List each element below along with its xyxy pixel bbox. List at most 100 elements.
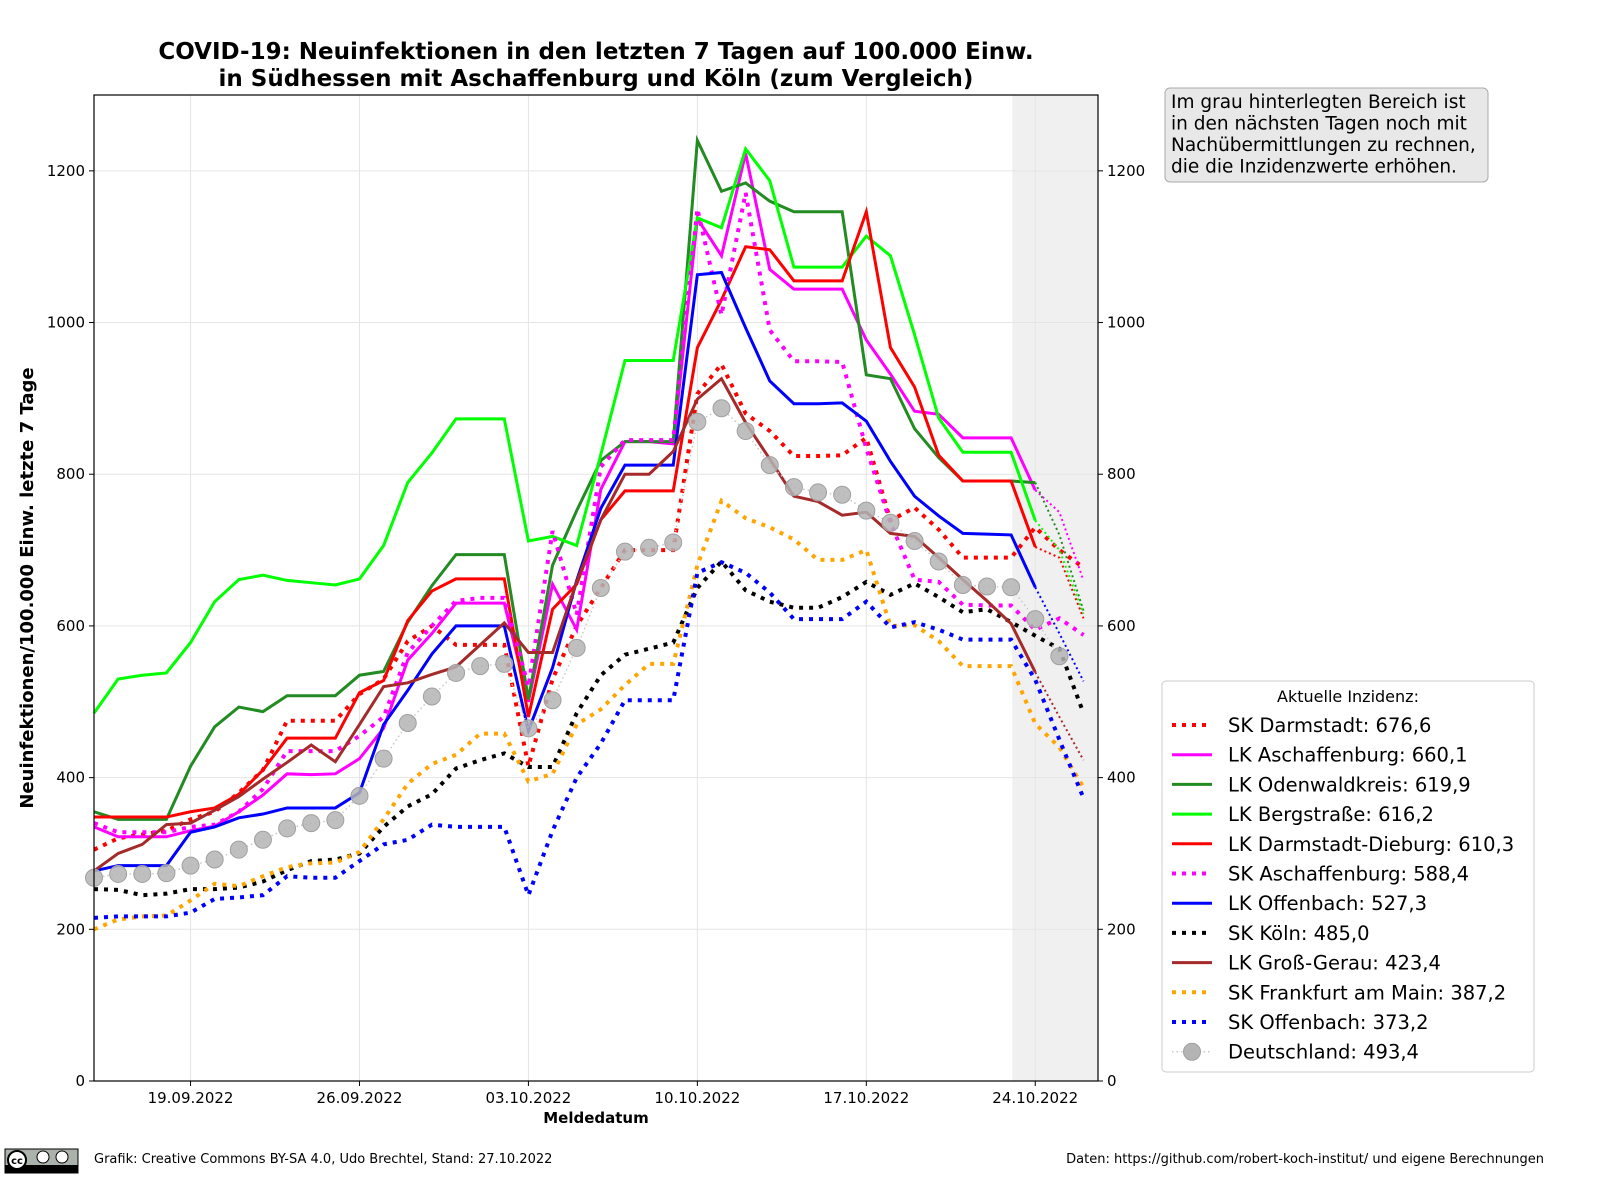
annotation-line: Im grau hinterlegten Bereich ist [1171, 92, 1466, 113]
y-tick-label-left: 1000 [47, 314, 85, 332]
legend-label: SK Darmstadt: 676,6 [1228, 714, 1431, 737]
data-point-deutschland [929, 552, 948, 571]
data-point-deutschland [422, 687, 441, 706]
legend-item: LK Aschaffenburg: 660,1 [1172, 744, 1468, 767]
y-tick-label-left: 600 [56, 617, 85, 635]
data-point-deutschland [833, 485, 852, 504]
legend-label: LK Darmstadt-Dieburg: 610,3 [1228, 833, 1514, 856]
annotation-box: Im grau hinterlegten Bereich ist in den n… [1164, 87, 1489, 183]
data-point-deutschland [567, 638, 586, 657]
data-point-deutschland [519, 719, 538, 738]
data-point-deutschland [302, 814, 321, 833]
data-point-deutschland [447, 663, 466, 682]
series-line [93, 270, 1037, 873]
legend-item: SK Köln: 485,0 [1172, 922, 1369, 945]
series-3 [92, 145, 1085, 715]
shaded-provisional-region [1012, 95, 1098, 1081]
series-line-provisional [1034, 482, 1085, 612]
data-point-deutschland [736, 421, 755, 440]
x-tick-label: 10.10.2022 [654, 1089, 740, 1107]
y-tick-label-right: 200 [1107, 920, 1136, 938]
x-tick-label: 17.10.2022 [823, 1089, 909, 1107]
y-tick-label-left: 400 [56, 769, 85, 787]
series-2 [93, 134, 1085, 821]
series-line [94, 205, 1037, 819]
series-line [93, 376, 1037, 873]
legend-label: Deutschland: 493,4 [1228, 1041, 1419, 1064]
legend-label: LK Groß-Gerau: 423,4 [1228, 952, 1441, 975]
data-point-deutschland [181, 856, 200, 875]
x-tick-label: 03.10.2022 [485, 1089, 571, 1107]
legend-item: LK Groß-Gerau: 423,4 [1172, 952, 1441, 975]
legend-label: SK Offenbach: 373,2 [1228, 1011, 1429, 1034]
svg-text:Im grau hinterlegten Bereich i: Im grau hinterlegten Bereich ist in den n… [1171, 92, 1476, 178]
x-tick-label: 19.09.2022 [148, 1089, 234, 1107]
data-point-deutschland [857, 501, 876, 520]
chart-title-line-2: in Südhessen mit Aschaffenburg und Köln … [219, 66, 974, 92]
legend-item: Deutschland: 493,4 [1172, 1041, 1419, 1064]
series-4 [94, 205, 1085, 819]
legend-title: Aktuelle Inzidenz: [1277, 687, 1419, 706]
data-point-deutschland [543, 691, 562, 710]
annotation-line: Nachübermittlungen zu rechnen, [1171, 135, 1476, 156]
data-point-deutschland [760, 456, 779, 475]
series-0 [93, 360, 1085, 852]
y-tick-label-right: 600 [1107, 617, 1136, 635]
series-line-provisional [1034, 489, 1085, 581]
legend-item: SK Offenbach: 373,2 [1172, 1011, 1429, 1034]
data-point-deutschland [905, 531, 924, 550]
data-point-deutschland [157, 864, 176, 883]
data-point-deutschland [398, 714, 417, 733]
data-point-deutschland [1002, 578, 1021, 597]
series-6 [93, 270, 1085, 873]
data-point-deutschland [205, 850, 224, 869]
legend-label: LK Bergstraße: 616,2 [1228, 803, 1434, 826]
data-point-deutschland [278, 819, 297, 838]
data-point-deutschland [1050, 647, 1069, 666]
data-point-deutschland [374, 749, 393, 768]
y-tick-label-right: 0 [1107, 1072, 1117, 1090]
data-point-deutschland [133, 864, 152, 883]
series-5 [93, 192, 1085, 835]
series-line [93, 153, 1037, 839]
series-line [93, 134, 1036, 821]
data-point-deutschland [712, 399, 731, 418]
legend-item: LK Bergstraße: 616,2 [1172, 803, 1434, 826]
data-point-deutschland [664, 533, 683, 552]
data-point-deutschland [350, 786, 369, 805]
data-point-deutschland [495, 654, 514, 673]
series-10 [93, 560, 1086, 920]
y-tick-label-left: 200 [56, 920, 85, 938]
x-axis-label: Meldedatum [543, 1109, 649, 1127]
data-point-deutschland [471, 657, 490, 676]
data-point-deutschland [881, 513, 900, 532]
series-line [92, 145, 1037, 715]
series-line [93, 192, 1085, 835]
legend-item: LK Odenwaldkreis: 619,9 [1172, 773, 1471, 796]
legend-marker [1183, 1042, 1201, 1061]
legend-label: SK Köln: 485,0 [1228, 922, 1369, 945]
legend-label: SK Aschaffenburg: 588,4 [1228, 863, 1469, 886]
legend-item: LK Darmstadt-Dieburg: 610,3 [1172, 833, 1514, 856]
y-tick-label-right: 400 [1107, 769, 1136, 787]
data-point-deutschland [591, 579, 610, 597]
footer-credit: Grafik: Creative Commons BY-SA 4.0, Udo … [94, 1152, 553, 1167]
legend-item: LK Offenbach: 527,3 [1172, 892, 1427, 915]
x-tick-label: 24.10.2022 [992, 1089, 1078, 1107]
series-line-provisional [1034, 546, 1085, 619]
legend: Aktuelle Inzidenz: SK Darmstadt: 676,6 LK… [1161, 680, 1535, 1073]
data-point-deutschland [109, 864, 128, 883]
data-point-deutschland [953, 575, 972, 594]
x-tick-label: 26.09.2022 [317, 1089, 403, 1107]
chart-title-line-1: COVID-19: Neuinfektionen in den letzten … [158, 39, 1033, 65]
plot-frame [93, 94, 1099, 1082]
series-11 [85, 399, 1069, 887]
series-line [93, 558, 1086, 898]
legend-item: SK Aschaffenburg: 588,4 [1172, 863, 1469, 886]
legend-item: SK Frankfurt am Main: 387,2 [1172, 981, 1506, 1004]
y-tick-label-right: 1200 [1107, 162, 1145, 180]
legend-label: SK Frankfurt am Main: 387,2 [1228, 981, 1506, 1004]
y-tick-label-left: 1200 [47, 162, 85, 180]
y-tick-label-right: 800 [1107, 465, 1136, 483]
data-point-deutschland [809, 483, 828, 502]
